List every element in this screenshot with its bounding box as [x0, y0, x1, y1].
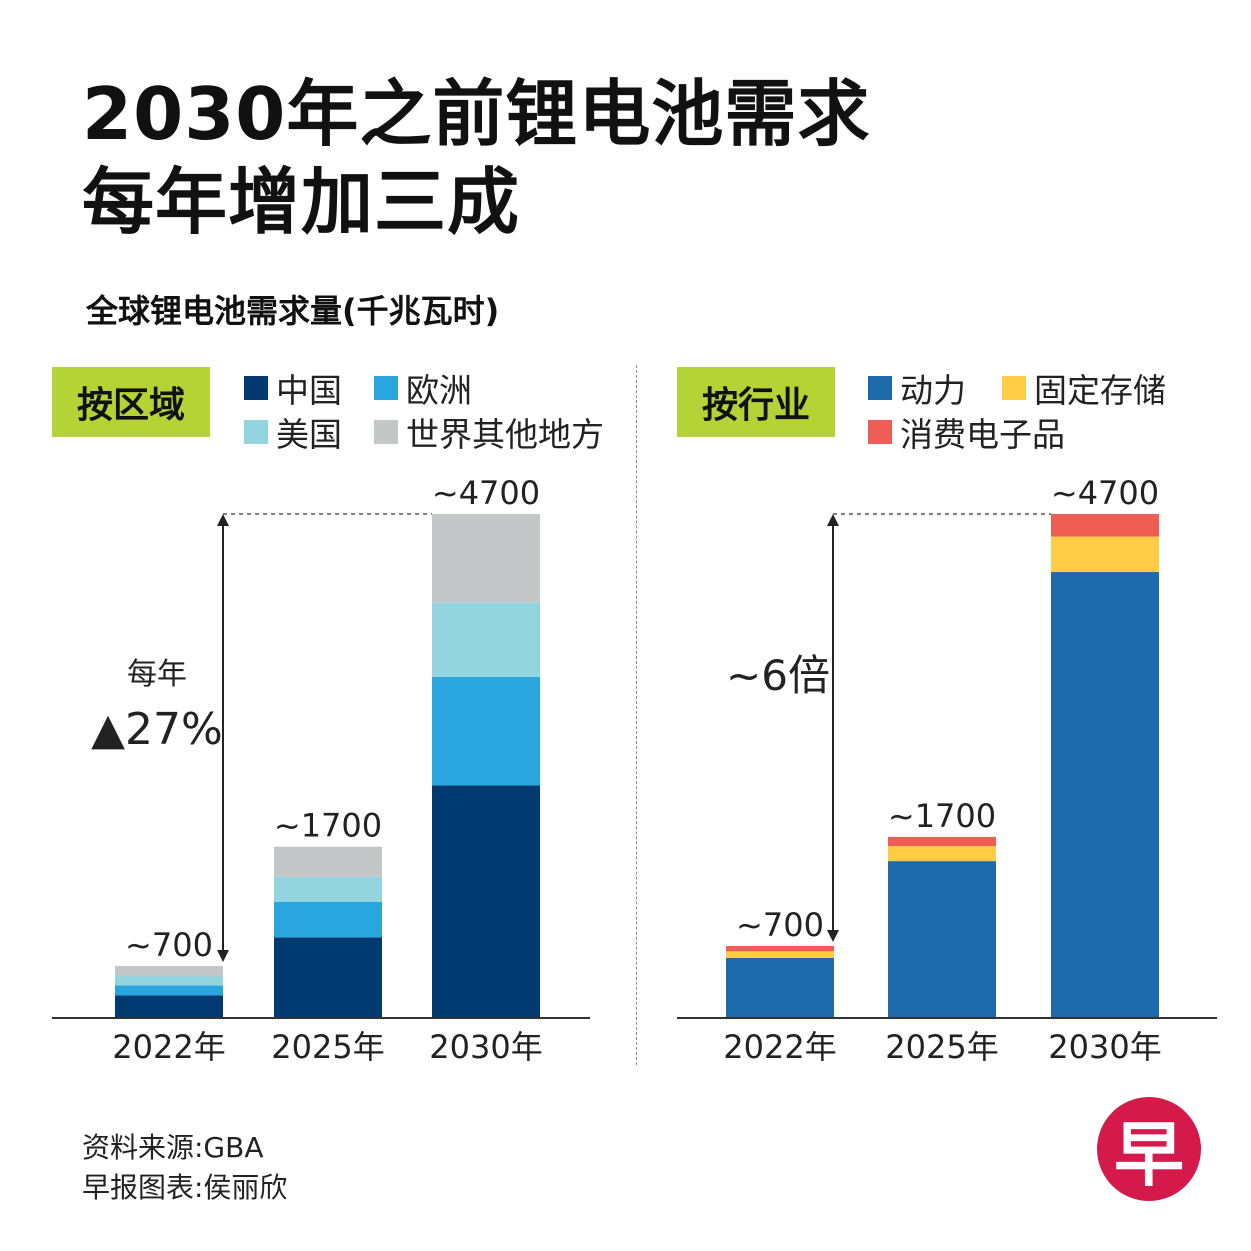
region-bar-0-series-2 [115, 976, 223, 986]
legend-item-europe: 欧洲 [374, 364, 472, 412]
logo-glyph: 早 [1114, 1113, 1184, 1196]
industry-category-label-1: 2025年 [885, 1028, 998, 1066]
legend-item-usa: 美国 [244, 408, 342, 456]
legend-swatch-power [868, 376, 892, 400]
region-bar-1-series-2 [274, 876, 382, 902]
chart-subtitle: 全球锂电池需求量(千兆瓦时) [86, 292, 500, 330]
legend-item-rest-of-world: 世界其他地方 [374, 408, 604, 456]
legend-label-power: 动力 [900, 371, 966, 410]
legend-swatch-consumer-electronics [868, 420, 892, 444]
region-annotation-growth: ▲27% [91, 704, 223, 755]
credit-line: 早报图表:侯丽欣 [82, 1171, 288, 1204]
region-tag: 按区域 [52, 367, 210, 437]
region-arrow-head-down [217, 950, 229, 963]
region-total-label-0: ~700 [125, 926, 213, 964]
page-title: 2030年之前锂电池需求 每年增加三成 [82, 70, 1182, 246]
industry-arrow-head-up [827, 514, 839, 526]
region-bar-0-series-1 [115, 985, 223, 996]
industry-category-label-0: 2022年 [723, 1028, 836, 1066]
legend-label-europe: 欧洲 [406, 371, 472, 410]
industry-category-label-2: 2030年 [1048, 1028, 1161, 1066]
region-bar-0-series-3 [115, 966, 223, 977]
legend-swatch-europe [374, 376, 398, 400]
region-bar-0-series-0 [115, 995, 223, 1018]
legend-item-china: 中国 [244, 364, 342, 412]
legend-label-consumer-electronics: 消费电子品 [900, 415, 1065, 454]
title-line-1: 2030年之前锂电池需求 [82, 72, 871, 156]
industry-bar-1-series-0 [888, 861, 996, 1018]
industry-total-label-2: ~4700 [1051, 474, 1159, 512]
region-total-label-1: ~1700 [274, 807, 382, 845]
legend-swatch-storage [1002, 376, 1026, 400]
industry-tag: 按行业 [677, 367, 835, 437]
legend-label-china: 中国 [276, 371, 342, 410]
zaobao-logo: 早 [1097, 1097, 1201, 1201]
legend-swatch-usa [244, 420, 268, 444]
region-category-label-1: 2025年 [271, 1028, 384, 1066]
legend-label-storage: 固定存储 [1034, 371, 1166, 410]
title-line-2: 每年增加三成 [82, 160, 521, 244]
industry-bar-0-series-1 [726, 951, 834, 958]
region-bar-2-series-2 [432, 602, 540, 677]
region-bar-1-series-3 [274, 846, 382, 877]
panel-divider [636, 365, 637, 1065]
region-category-label-0: 2022年 [112, 1028, 225, 1066]
industry-total-label-0: ~700 [736, 906, 824, 944]
legend-item-consumer-electronics: 消费电子品 [868, 408, 1065, 456]
region-arrow-head-up [217, 514, 229, 526]
industry-bar-2-series-0 [1051, 572, 1159, 1018]
region-annotation-label: 每年 [127, 657, 187, 692]
region-bar-1-series-1 [274, 901, 382, 938]
region-category-label-2: 2030年 [429, 1028, 542, 1066]
industry-bar-1-series-1 [888, 846, 996, 862]
legend-item-power: 动力 [868, 364, 966, 412]
legend-item-storage: 固定存储 [1002, 364, 1166, 412]
industry-annotation-multiple: ~6倍 [726, 651, 830, 700]
industry-bar-0-series-0 [726, 957, 834, 1018]
legend-swatch-rest-of-world [374, 420, 398, 444]
source-line: 资料来源:GBA [82, 1131, 264, 1164]
region-total-label-2: ~4700 [432, 474, 540, 512]
industry-bar-0-series-2 [726, 946, 834, 952]
industry-arrow-head-down [827, 930, 839, 942]
region-bar-2-series-1 [432, 676, 540, 786]
legend-label-usa: 美国 [276, 415, 342, 454]
industry-bar-2-series-2 [1051, 514, 1159, 537]
region-bar-2-series-3 [432, 514, 540, 603]
industry-bar-1-series-2 [888, 836, 996, 847]
legend-swatch-china [244, 376, 268, 400]
legend-label-rest-of-world: 世界其他地方 [406, 415, 604, 454]
region-bar-2-series-0 [432, 785, 540, 1018]
industry-total-label-1: ~1700 [888, 797, 996, 835]
region-bar-1-series-0 [274, 937, 382, 1018]
source-credits: 资料来源:GBA 早报图表:侯丽欣 [82, 1128, 287, 1208]
industry-bar-2-series-1 [1051, 536, 1159, 573]
